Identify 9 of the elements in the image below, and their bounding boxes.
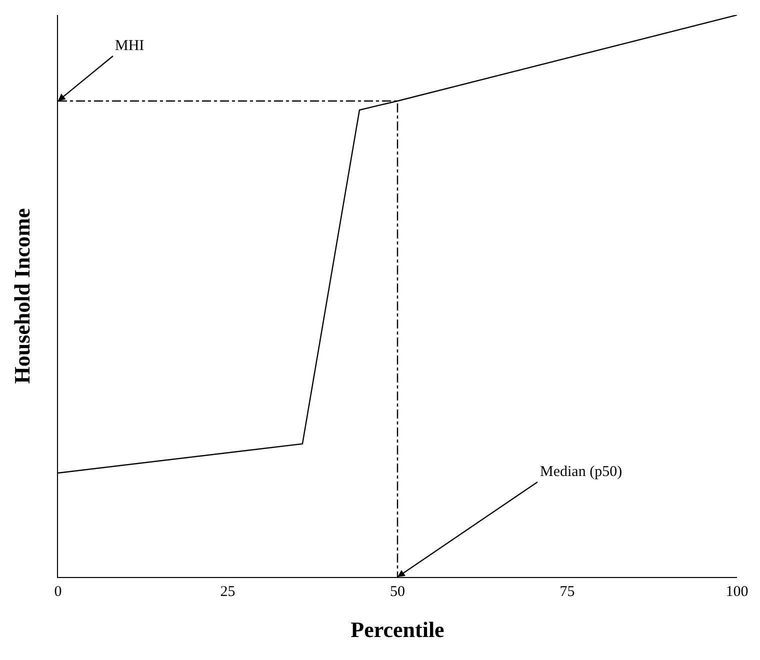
y-axis-title: Household Income — [10, 208, 35, 384]
x-axis-title: Percentile — [350, 617, 445, 642]
annotation: Median (p50) — [540, 464, 622, 480]
x-tick-label: 100 — [726, 584, 748, 600]
x-tick-label: 75 — [560, 584, 575, 600]
x-tick-label: 25 — [220, 584, 236, 600]
x-tick-label: 50 — [390, 584, 405, 600]
x-tick-label: 0 — [54, 584, 62, 600]
annotation: MHI — [115, 38, 144, 54]
